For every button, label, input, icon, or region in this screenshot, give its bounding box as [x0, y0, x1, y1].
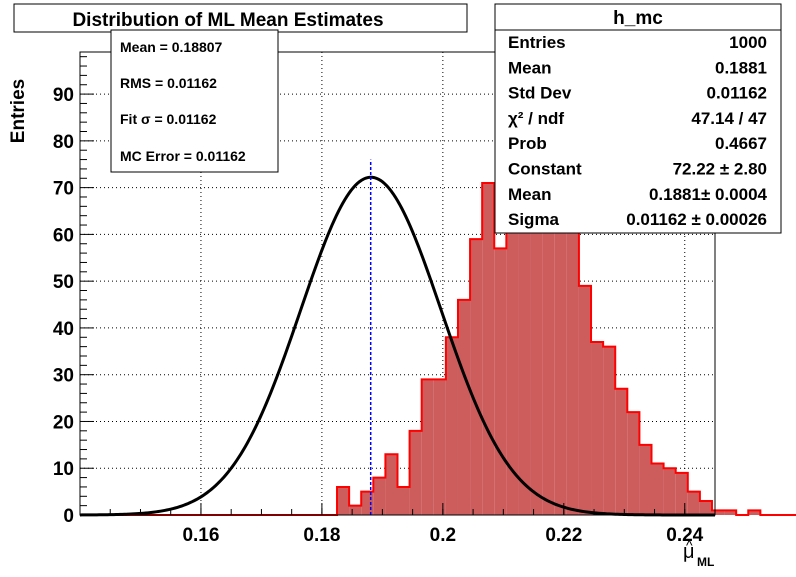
histogram-bar — [615, 388, 628, 515]
histogram-bar — [518, 225, 531, 515]
histogram-bar — [578, 285, 592, 515]
x-tick-label: 0.16 — [182, 525, 219, 546]
axes: 0.16 0.18 0.2 0.22 0.24 0 10 20 30 40 50 60 70 80 90 — [53, 56, 704, 546]
y-tick-label: 30 — [53, 366, 74, 387]
histogram-bar — [627, 412, 640, 515]
stats-row-label: Mean — [508, 185, 551, 204]
histogram-bar — [663, 468, 676, 515]
stats-row-value: 0.4667 — [715, 134, 767, 153]
info-box-frame — [110, 29, 279, 173]
y-axis-label: Entries — [8, 79, 29, 143]
histogram-bar — [748, 510, 761, 515]
x-axis-label-symbol: μ — [683, 541, 695, 563]
y-tick-label: 80 — [53, 132, 74, 153]
stats-row-value: 0.1881 — [715, 58, 767, 77]
histogram-bar — [651, 463, 664, 515]
stats-row-value: 47.14 / 47 — [691, 109, 767, 128]
stats-row-value: 0.1881± 0.0004 — [649, 185, 768, 204]
y-tick-label: 70 — [53, 179, 74, 200]
info-rms: RMS = 0.01162 — [120, 75, 217, 91]
histogram-bar — [397, 486, 410, 515]
stats-row-value: 72.22 ± 2.80 — [673, 160, 767, 179]
histogram-bar — [409, 430, 422, 515]
x-axis-label-subscript: ML — [697, 555, 714, 569]
histogram-bar — [542, 211, 555, 515]
y-tick-label: 20 — [53, 412, 74, 433]
histogram-bar — [385, 454, 398, 515]
x-tick-label: 0.2 — [430, 525, 456, 546]
histogram-bar — [421, 379, 434, 515]
y-tick-label: 10 — [53, 459, 74, 480]
histogram-bar — [337, 486, 350, 515]
x-axis-label-hat: ^ — [686, 537, 693, 553]
histogram-bar — [530, 196, 543, 515]
stats-row-label: χ² / ndf — [508, 109, 564, 128]
histogram-bar — [494, 248, 507, 515]
info-mc-error: MC Error = 0.01162 — [120, 148, 246, 164]
histogram-bar — [639, 444, 652, 515]
stats-row-label: Mean — [508, 58, 551, 77]
y-tick-label: 60 — [53, 225, 74, 246]
info-mean: Mean = 0.18807 — [120, 39, 223, 55]
histogram-bar — [482, 182, 495, 515]
stats-row-value: 1000 — [729, 33, 767, 52]
histogram-bar — [699, 500, 712, 515]
histogram-bar — [445, 337, 458, 515]
histogram-bar — [687, 491, 700, 515]
histogram-bar — [361, 491, 374, 515]
y-tick-label: 0 — [63, 506, 74, 527]
x-tick-label: 0.18 — [303, 525, 340, 546]
x-axis-label: μ ^ ML — [683, 537, 714, 569]
y-tick-label: 90 — [53, 85, 74, 106]
stats-title: h_mc — [613, 8, 663, 29]
title-box: Distribution of ML Mean Estimates — [13, 3, 468, 33]
histogram-bar — [603, 346, 616, 515]
stats-row-value: 0.01162 — [706, 84, 767, 103]
histogram-bar — [566, 225, 579, 515]
info-box: Mean = 0.18807 RMS = 0.01162 Fit σ = 0.0… — [110, 29, 279, 173]
stats-row-label: Std Dev — [508, 84, 572, 103]
histogram-bar — [591, 341, 604, 515]
histogram-bar — [724, 510, 737, 515]
info-fit-sigma: Fit σ = 0.01162 — [120, 111, 217, 127]
stats-row-label: Entries — [508, 33, 566, 52]
stats-row-value: 0.01162 ± 0.00026 — [626, 210, 767, 229]
y-tick-label: 50 — [53, 272, 74, 293]
x-tick-label: 0.22 — [545, 525, 582, 546]
stats-row-label: Prob — [508, 134, 547, 153]
histogram-bar — [457, 299, 471, 515]
stats-row-label: Constant — [508, 160, 582, 179]
y-tick-label: 40 — [53, 319, 74, 340]
gaussian-fit-curve — [79, 175, 715, 517]
stats-box-frame — [494, 3, 782, 234]
stats-rows: Entries 1000 Mean 0.1881 Std Dev 0.01162 χ² / … — [508, 33, 768, 229]
histogram-bar — [470, 239, 483, 515]
histogram-bar — [554, 215, 567, 515]
histogram-bar — [675, 472, 688, 515]
histogram-bar — [373, 477, 386, 515]
stats-box: h_mc Entries 1000 Mean 0.1881 Std Dev 0.01162… — [494, 3, 782, 234]
chart-title: Distribution of ML Mean Estimates — [72, 10, 383, 31]
x-tick-label: 0.24 — [666, 525, 703, 546]
histogram-bar — [349, 505, 362, 515]
histogram-bar — [433, 379, 446, 515]
histogram-bar — [711, 510, 725, 515]
stats-row-label: Sigma — [508, 210, 560, 229]
plot-frame — [79, 51, 716, 516]
